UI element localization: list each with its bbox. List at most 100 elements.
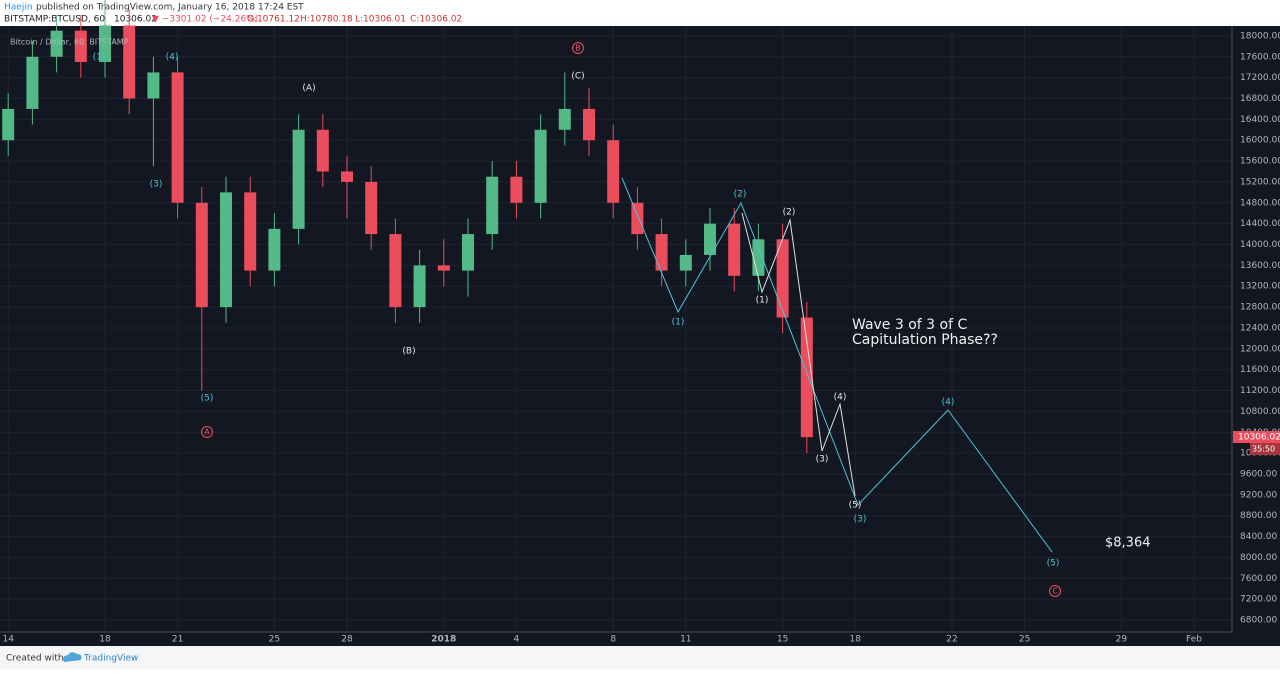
y-tick-label: 18000.00 bbox=[1240, 31, 1280, 41]
wave-label: A bbox=[204, 428, 210, 437]
x-tick-label: Feb bbox=[1186, 635, 1202, 645]
projection-cyan bbox=[621, 177, 1053, 553]
grid bbox=[0, 26, 1232, 632]
countdown: 35:50 bbox=[1252, 445, 1275, 454]
x-tick-label: 25 bbox=[1019, 635, 1030, 645]
candle-body bbox=[679, 254, 692, 271]
wave-label: (A) bbox=[302, 84, 315, 94]
wave-label: (3) bbox=[854, 515, 867, 525]
candle-body bbox=[728, 223, 741, 276]
wave-label: (5) bbox=[1047, 559, 1060, 569]
y-tick-label: 9200.00 bbox=[1240, 490, 1277, 500]
x-tick-label: 2018 bbox=[431, 635, 456, 645]
y-tick-label: 14000.00 bbox=[1240, 240, 1280, 250]
candle-body bbox=[74, 30, 87, 62]
logo bbox=[63, 652, 82, 662]
wave-label: (3) bbox=[150, 180, 163, 190]
symbol: BITSTAMP:BTCUSD, 60 bbox=[4, 15, 105, 25]
target-price: $8,364 bbox=[1105, 536, 1151, 551]
y-tick-label: 8000.00 bbox=[1240, 553, 1277, 563]
annotations: (1) (4) (3) (5) A (A) B (C) (B) (2) (1) … bbox=[93, 42, 1151, 597]
x-tick-label: 25 bbox=[269, 635, 280, 645]
x-tick-label: 14 bbox=[2, 635, 14, 645]
candle-body bbox=[607, 140, 620, 203]
countdown-tag bbox=[1250, 443, 1280, 455]
y-tick-label: 8800.00 bbox=[1240, 511, 1277, 521]
candle-body bbox=[534, 129, 547, 203]
wave-label: (B) bbox=[402, 347, 415, 357]
candle-body bbox=[365, 181, 378, 235]
candle-body bbox=[50, 30, 63, 57]
y-tick-label: 12800.00 bbox=[1240, 303, 1280, 313]
y-tick-label: 14800.00 bbox=[1240, 198, 1280, 208]
wave-label: (4) bbox=[834, 393, 847, 403]
change: ▼ −3301.02 (−24.26%) bbox=[152, 15, 258, 25]
y-tick-label: 16000.00 bbox=[1240, 136, 1280, 146]
y-tick-label: 9600.00 bbox=[1240, 469, 1277, 479]
candle-body bbox=[800, 317, 813, 438]
x-tick-label: 28 bbox=[341, 635, 353, 645]
y-tick-label: 7600.00 bbox=[1240, 574, 1277, 584]
y-tick-label: 12000.00 bbox=[1240, 344, 1280, 354]
candle-body bbox=[268, 228, 281, 271]
candle-body bbox=[26, 56, 39, 109]
x-tick-label: 29 bbox=[1116, 635, 1128, 645]
candle-body bbox=[558, 108, 571, 130]
x-tick-label: 21 bbox=[172, 635, 183, 645]
published: published on TradingView.com, January 16… bbox=[36, 3, 304, 13]
open: O:10761.12 bbox=[247, 15, 300, 25]
candle-body bbox=[292, 129, 305, 229]
candle-body bbox=[631, 202, 644, 235]
wave-label: B bbox=[575, 44, 581, 53]
low: L:10306.01 bbox=[355, 15, 406, 25]
wave-circle bbox=[572, 42, 584, 54]
y-tick-label: 16400.00 bbox=[1240, 115, 1280, 125]
wave-label: (5) bbox=[201, 394, 214, 404]
projection-white bbox=[741, 212, 856, 497]
candle-body bbox=[776, 239, 789, 318]
footer-brand[interactable]: TradingView bbox=[83, 654, 138, 664]
close: C:10306.02 bbox=[410, 15, 462, 25]
author[interactable]: Haejin bbox=[4, 3, 33, 13]
note: Capitulation Phase?? bbox=[852, 332, 998, 348]
note: Wave 3 of 3 of C bbox=[852, 317, 967, 333]
wave-label: (4) bbox=[166, 53, 179, 63]
wave-label: C bbox=[1052, 587, 1058, 596]
wave-label: (5) bbox=[849, 501, 862, 511]
x-tick-label: 22 bbox=[946, 635, 957, 645]
footer-created: Created with bbox=[6, 654, 64, 664]
last: 10306.02 bbox=[114, 15, 157, 25]
price-tag bbox=[1233, 431, 1280, 443]
y-tick-label: 17600.00 bbox=[1240, 52, 1280, 62]
wave-label: (1) bbox=[672, 318, 685, 328]
x-tick-label: 18 bbox=[849, 635, 861, 645]
candle-body bbox=[2, 108, 15, 141]
wave-label: (4) bbox=[942, 398, 955, 408]
x-tick-label: 4 bbox=[514, 635, 520, 645]
price-tag-label: 10306.02 bbox=[1238, 433, 1280, 443]
candle-body bbox=[244, 192, 257, 271]
y-tick-label: 15200.00 bbox=[1240, 177, 1280, 187]
candle-body bbox=[413, 265, 426, 308]
y-tick-label: 6800.00 bbox=[1240, 616, 1277, 626]
candles bbox=[2, 0, 813, 454]
candle-body bbox=[341, 171, 353, 182]
x-tick-label: 8 bbox=[610, 635, 616, 645]
wave-circle bbox=[1049, 585, 1061, 597]
candle-body bbox=[147, 72, 160, 99]
candle-body bbox=[389, 234, 402, 308]
candle-body bbox=[195, 202, 208, 308]
footer-bg bbox=[0, 646, 1280, 670]
x-tick-label: 15 bbox=[777, 635, 788, 645]
y-tick-label: 15600.00 bbox=[1240, 157, 1280, 167]
wave-circle bbox=[201, 426, 213, 438]
y-tick-label: 16800.00 bbox=[1240, 94, 1280, 104]
y-tick-label: 12400.00 bbox=[1240, 323, 1280, 333]
candle-body bbox=[220, 192, 232, 308]
candle-body bbox=[486, 176, 499, 235]
wave-label: (2) bbox=[783, 208, 796, 218]
y-tick-label: 7200.00 bbox=[1240, 595, 1277, 605]
y-tick-label: 14400.00 bbox=[1240, 219, 1280, 229]
candle-body bbox=[99, 25, 111, 62]
